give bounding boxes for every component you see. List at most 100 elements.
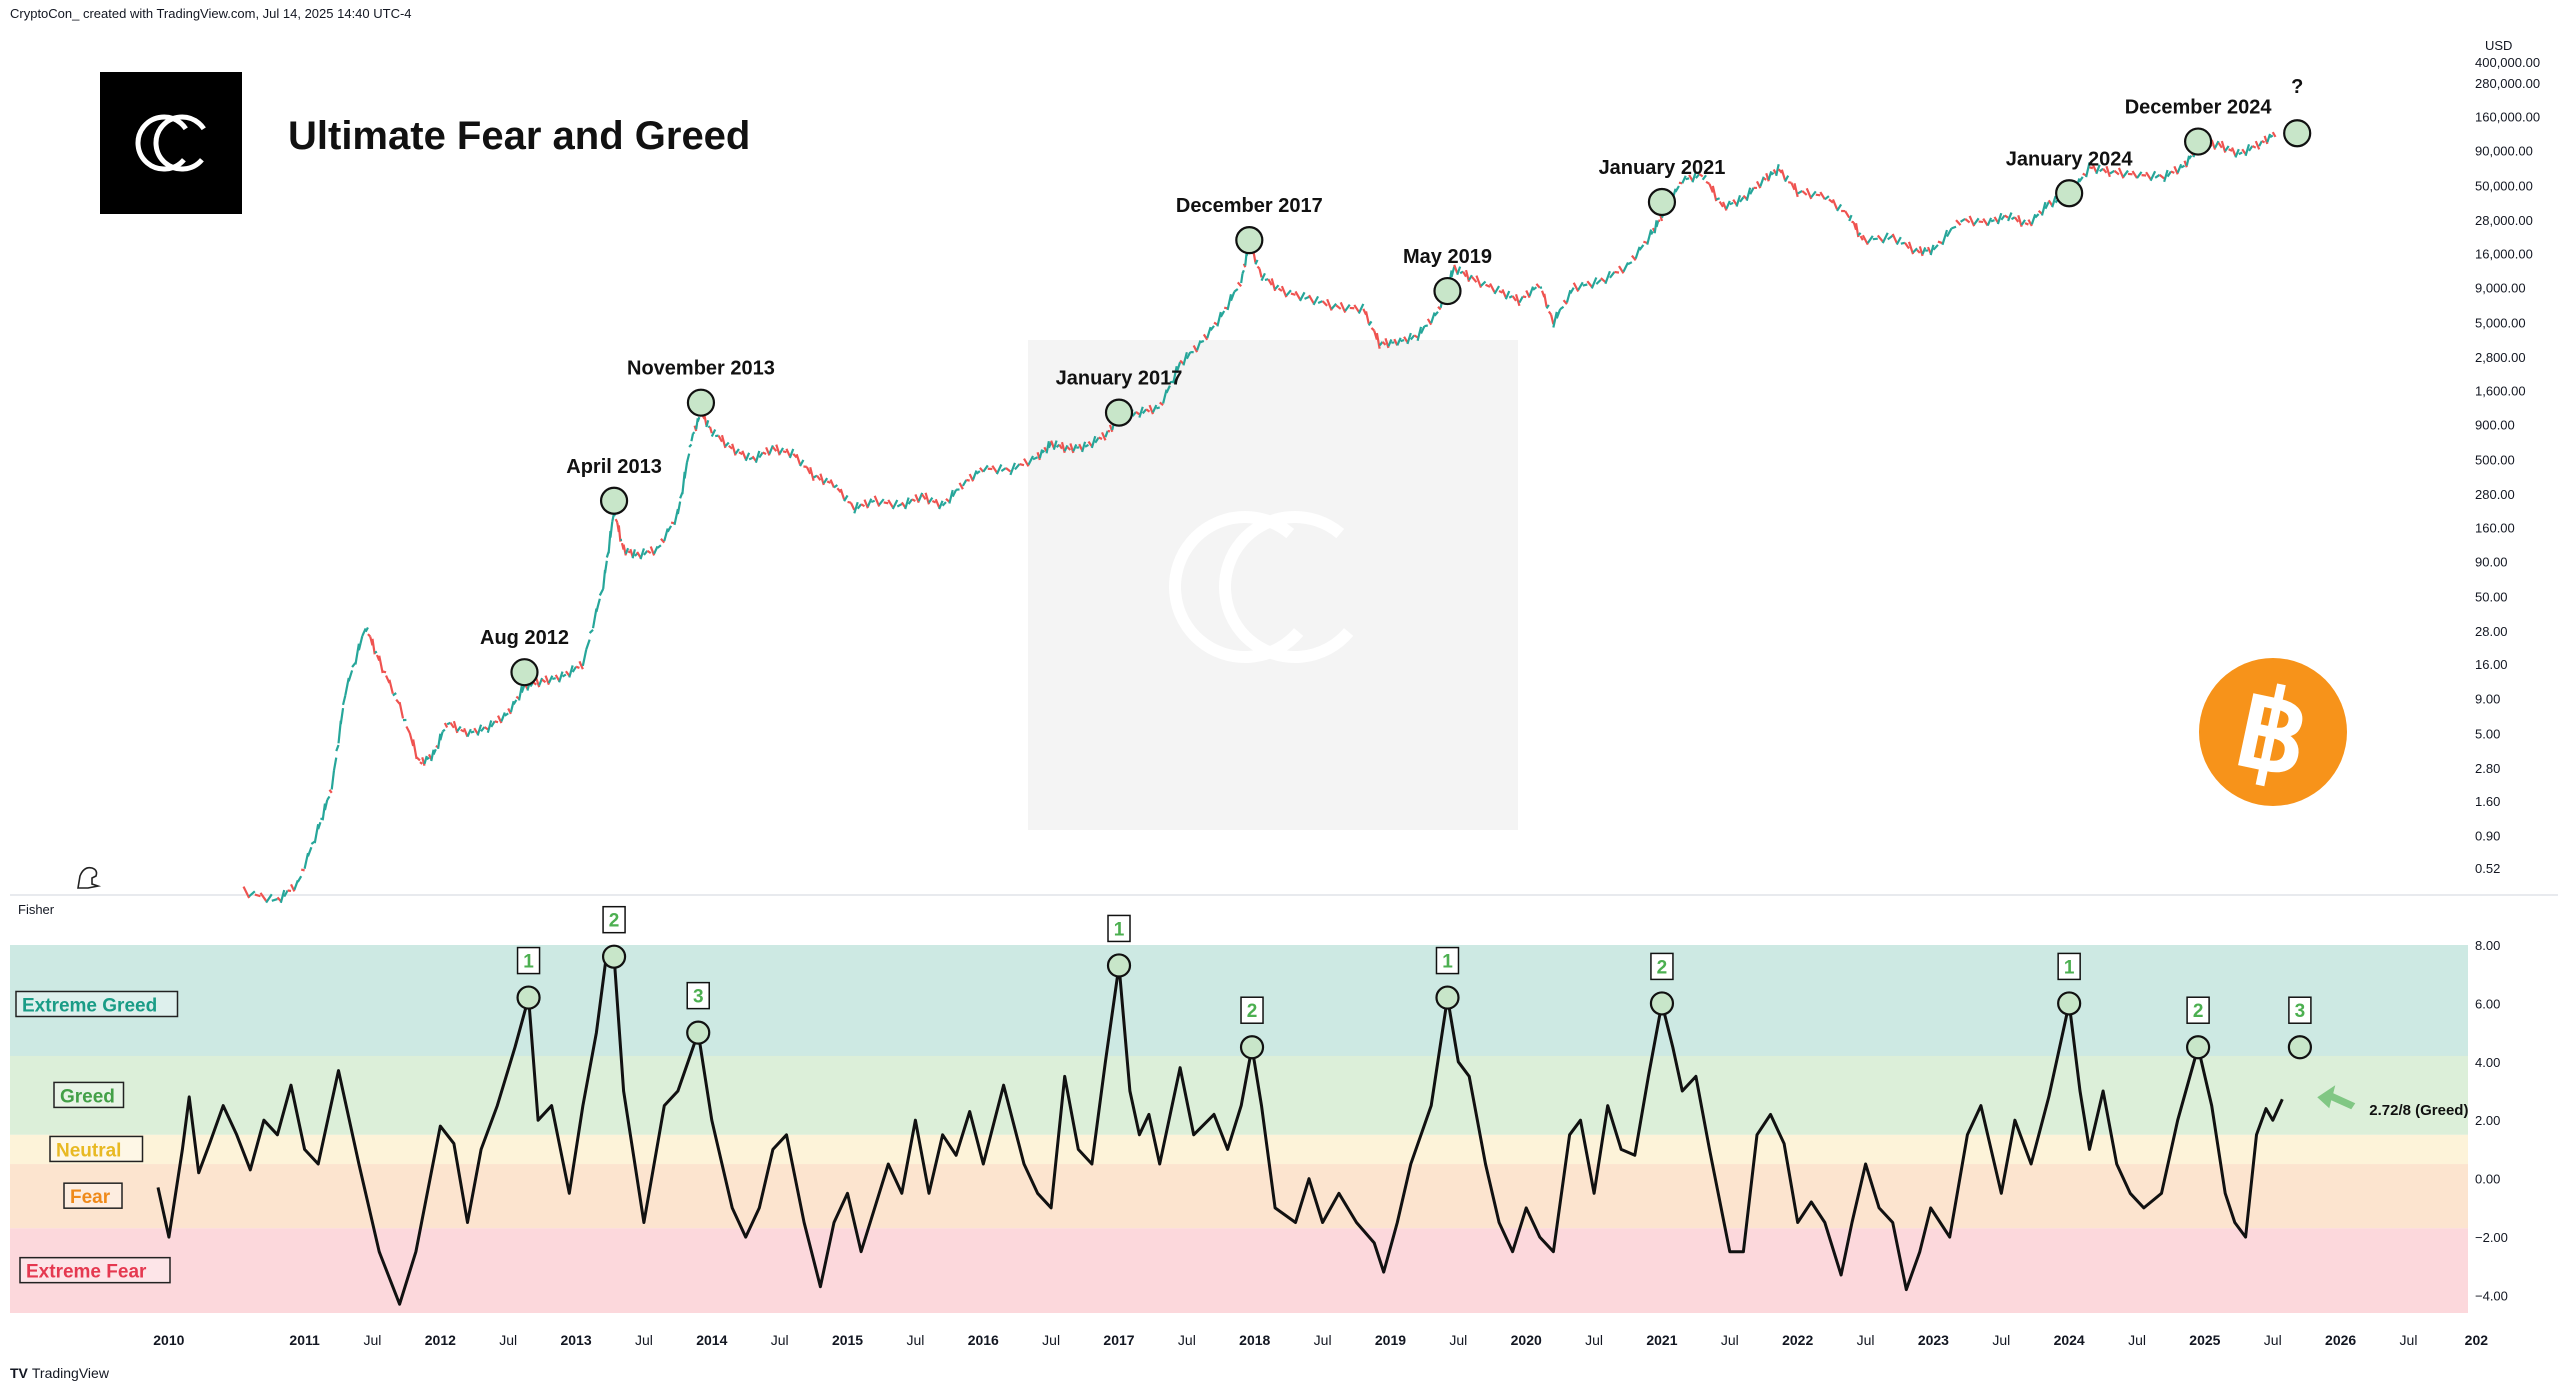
price-peak-label: April 2013 (566, 456, 662, 478)
price-segment (415, 756, 421, 762)
price-segment (421, 757, 426, 766)
x-tick-label: 2012 (425, 1332, 456, 1348)
y-tick-label: 400,000.00 (2475, 55, 2540, 70)
price-segment (968, 473, 975, 482)
price-segment (1353, 304, 1360, 313)
price-segment (934, 498, 941, 508)
price-segment (374, 650, 378, 654)
price-segment (328, 789, 333, 794)
price-segment (1032, 456, 1039, 461)
y-tick-label: 28,000.00 (2475, 213, 2533, 228)
price-segment (710, 429, 717, 437)
price-segment (405, 726, 411, 734)
price-segment (512, 699, 518, 705)
price-segment (860, 503, 866, 508)
price-segment (585, 639, 591, 650)
price-segment (646, 549, 652, 555)
price-segment (603, 560, 608, 574)
price-segment (1955, 219, 1962, 226)
price-segment (1631, 254, 1637, 261)
fisher-y-tick-label: 4.00 (2475, 1055, 2500, 1070)
price-segment (332, 757, 338, 771)
fisher-peak-box (2186, 996, 2210, 1024)
price-segment (1387, 338, 1393, 347)
price-segment (911, 498, 916, 502)
price-segment (1047, 441, 1053, 449)
price-peak-marker (1433, 276, 1462, 306)
price-segment (1104, 430, 1109, 438)
price-segment (1290, 292, 1296, 296)
price-segment (1725, 200, 1731, 210)
price-segment (507, 707, 512, 715)
price-segment (2109, 169, 2115, 175)
price-segment (1216, 311, 1222, 327)
price-segment (1887, 234, 1894, 241)
price-segment (436, 733, 442, 750)
price-segment (300, 868, 305, 872)
x-tick-label: 2026 (2325, 1332, 2356, 1348)
x-tick-label: Jul (1314, 1332, 1332, 1348)
price-segment (2228, 148, 2233, 152)
price-segment (839, 488, 846, 500)
price-segment (1131, 411, 1137, 417)
price-segment (1861, 234, 1869, 246)
price-segment (1468, 274, 1473, 281)
price-segment (866, 498, 873, 508)
y-tick-label: 90.00 (2475, 555, 2508, 570)
price-segment (2166, 170, 2172, 178)
price-segment (696, 416, 701, 422)
price-segment (2105, 165, 2111, 178)
price-segment (1650, 230, 1654, 236)
price-segment (2122, 169, 2129, 178)
fisher-y-tick-label: −4.00 (2475, 1288, 2508, 1303)
fisher-peak-box (1240, 996, 1264, 1024)
zone-label: Extreme Fear (26, 1262, 147, 1283)
price-segment (1036, 451, 1041, 461)
price-segment (1946, 227, 1953, 238)
price-segment (982, 464, 989, 473)
fisher-peak-marker (601, 944, 627, 969)
price-segment (914, 494, 920, 504)
price-segment (1072, 443, 1078, 452)
price-segment (1185, 351, 1192, 360)
price-segment (509, 700, 515, 713)
price-segment (609, 521, 614, 538)
price-segment (1462, 271, 1467, 278)
price-segment (754, 450, 761, 463)
price-segment (1622, 262, 1630, 273)
price-segment (1151, 404, 1158, 413)
fisher-peak-number: 2 (2193, 1001, 2204, 1022)
price-segment (1285, 289, 1292, 297)
price-segment (1009, 462, 1016, 476)
price-peak-marker (1104, 398, 1134, 427)
price-segment (1101, 431, 1107, 441)
price-segment (1828, 198, 1834, 204)
price-segment (1790, 182, 1796, 191)
price-segment (1722, 201, 1728, 211)
price-segment (873, 495, 881, 507)
price-segment (339, 707, 345, 725)
price-segment (1090, 435, 1097, 449)
attribution: CryptoCon_ created with TradingView.com,… (10, 6, 412, 21)
price-segment (2000, 214, 2006, 221)
price-segment (575, 665, 580, 669)
y-tick-label: 5,000.00 (2475, 316, 2526, 331)
price-segment (863, 499, 869, 509)
price-segment (1793, 182, 1799, 198)
price-segment (1317, 300, 1324, 304)
price-segment (843, 494, 849, 502)
fisher-peak-box (2057, 952, 2081, 981)
price-segment (816, 474, 822, 481)
price-segment (490, 720, 496, 728)
price-segment (1618, 265, 1625, 274)
price-segment (1304, 295, 1310, 300)
price-segment (1078, 443, 1084, 451)
price-segment (1951, 225, 1957, 230)
zone-label-box (63, 1182, 123, 1209)
zone-extreme-fear (10, 1228, 2468, 1313)
price-segment (306, 846, 313, 857)
price-segment (795, 453, 802, 465)
price-segment (554, 674, 561, 682)
price-segment (1788, 181, 1792, 184)
price-segment (1982, 218, 1989, 227)
